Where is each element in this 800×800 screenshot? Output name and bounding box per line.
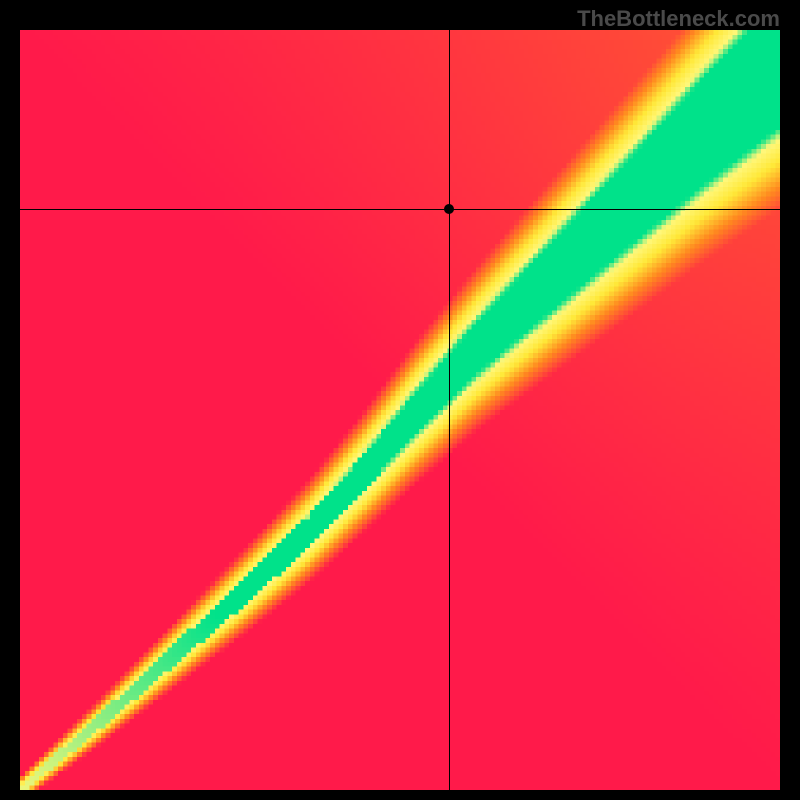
crosshair-marker[interactable] (444, 204, 454, 214)
heatmap-canvas (20, 30, 780, 790)
crosshair-vertical (449, 30, 450, 790)
heatmap-plot (20, 30, 780, 790)
crosshair-horizontal (20, 209, 780, 210)
watermark-text: TheBottleneck.com (577, 6, 780, 32)
